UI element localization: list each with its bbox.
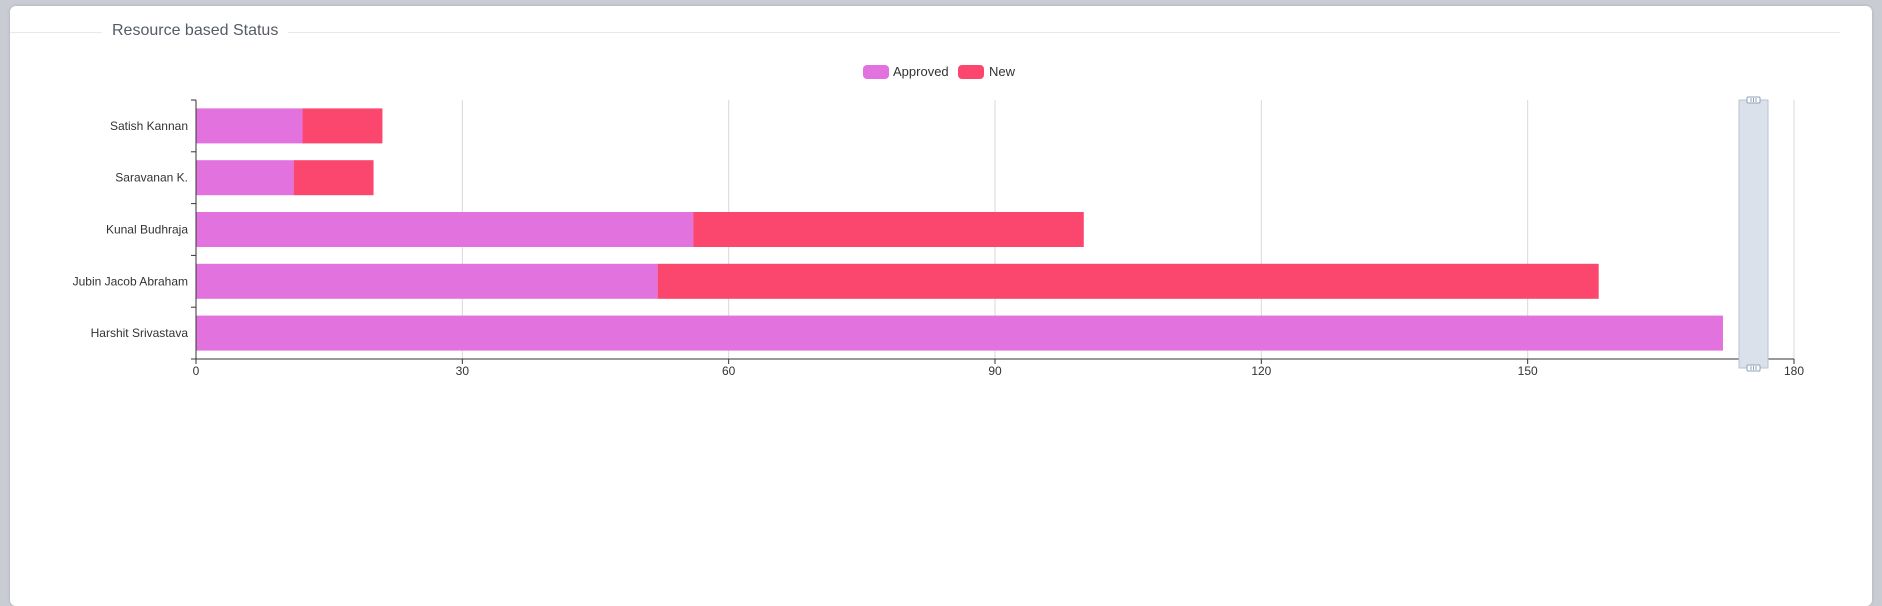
resource-status-chart: Approved New Harshit Srivastava Jubin Jac… (73, 64, 1805, 378)
zoom-handle-bottom[interactable] (1746, 364, 1761, 372)
title-divider-right (270, 32, 1840, 33)
x-tick-label: 180 (1784, 364, 1804, 378)
legend-swatch-new (958, 65, 984, 79)
zoom-track[interactable] (1738, 99, 1769, 369)
y-tick-label: Harshit Srivastava (91, 326, 189, 340)
bar-approved (196, 108, 303, 144)
x-tick-label: 120 (1251, 364, 1271, 378)
legend-item-new[interactable]: New (958, 64, 1016, 79)
x-tick-label: 90 (988, 364, 1002, 378)
bars (196, 108, 1723, 351)
y-tick-label: Jubin Jacob Abraham (73, 274, 188, 288)
bar-new (302, 108, 383, 144)
title-divider-left (10, 32, 110, 33)
legend-label-new: New (989, 64, 1016, 79)
panel-title: Resource based Status (102, 22, 289, 40)
zoom-handle-top[interactable] (1746, 96, 1761, 104)
bar-approved (196, 315, 1723, 351)
bar-approved (196, 263, 658, 299)
x-tick-label: 0 (193, 364, 200, 378)
legend[interactable]: Approved New (863, 64, 1016, 79)
legend-label-approved: Approved (893, 64, 949, 79)
x-tick-label: 30 (456, 364, 470, 378)
chart-card: Resource based Status Approved New Harsh… (10, 6, 1872, 606)
bar-new (693, 212, 1084, 247)
bar-new (657, 263, 1599, 299)
bar-approved (196, 212, 694, 247)
axes: Harshit Srivastava Jubin Jacob Abraham Kun… (73, 99, 1804, 378)
x-tick-label: 150 (1518, 364, 1538, 378)
y-tick-label: Satish Kannan (110, 119, 188, 133)
y-tick-label: Kunal Budhraja (106, 223, 188, 237)
x-tick-label: 60 (722, 364, 736, 378)
bar-approved (196, 160, 294, 196)
legend-item-approved[interactable]: Approved (863, 64, 949, 79)
data-zoom-slider[interactable] (1738, 96, 1769, 372)
legend-swatch-approved (863, 65, 889, 79)
bar-new (293, 160, 374, 196)
y-tick-label: Saravanan K. (115, 171, 188, 185)
